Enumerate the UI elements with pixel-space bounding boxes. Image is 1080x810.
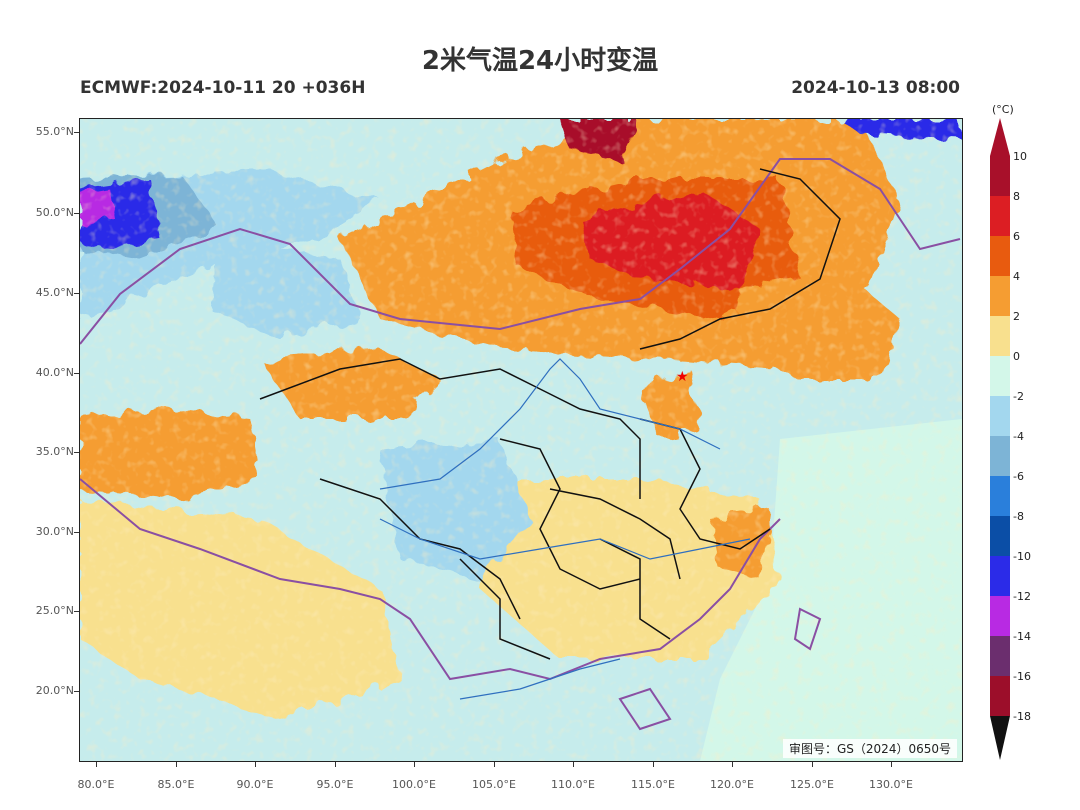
colorbar-bin xyxy=(990,436,1010,476)
lat-label: 40.0°N xyxy=(35,366,74,379)
lon-tick xyxy=(414,761,415,767)
lon-label: 125.0°E xyxy=(790,778,834,791)
lat-tick xyxy=(74,452,79,453)
lon-tick xyxy=(96,761,97,767)
colorbar-bin xyxy=(990,516,1010,556)
colorbar-bin xyxy=(990,356,1010,396)
capital-star-icon: ★ xyxy=(676,369,689,385)
colorbar-bin xyxy=(990,236,1010,276)
lon-tick xyxy=(176,761,177,767)
lon-label: 130.0°E xyxy=(869,778,913,791)
lon-tick xyxy=(812,761,813,767)
colorbar-bottom-cap xyxy=(990,716,1010,760)
colorbar-label: -6 xyxy=(1013,470,1024,483)
lat-tick xyxy=(74,373,79,374)
lat-label: 55.0°N xyxy=(35,125,74,138)
colorbar-label: 0 xyxy=(1013,350,1020,363)
province-border xyxy=(259,168,841,660)
lon-tick xyxy=(732,761,733,767)
colorbar-bin xyxy=(990,636,1010,676)
colorbar-label: 10 xyxy=(1013,150,1027,163)
lat-tick xyxy=(74,132,79,133)
lon-label: 105.0°E xyxy=(472,778,516,791)
lon-label: 110.0°E xyxy=(551,778,595,791)
colorbar-label: -8 xyxy=(1013,510,1024,523)
lat-label: 20.0°N xyxy=(35,684,74,697)
colorbar-top-cap xyxy=(990,118,1010,156)
lon-label: 115.0°E xyxy=(631,778,675,791)
lat-tick xyxy=(74,691,79,692)
colorbar-bin xyxy=(990,676,1010,716)
map-title: 2米气温24小时变温 xyxy=(421,46,659,76)
lon-label: 80.0°E xyxy=(77,778,115,791)
colorbar-bin xyxy=(990,196,1010,236)
lon-tick xyxy=(891,761,892,767)
lon-label: 100.0°E xyxy=(392,778,436,791)
lat-label: 45.0°N xyxy=(35,286,74,299)
model-run-label: ECMWF:2024-10-11 20 +036H xyxy=(80,78,366,98)
colorbar-bin xyxy=(990,596,1010,636)
colorbar-label: 4 xyxy=(1013,270,1020,283)
lat-label: 50.0°N xyxy=(35,206,74,219)
colorbar-unit: (°C) xyxy=(992,103,1014,116)
lat-tick xyxy=(74,213,79,214)
lat-tick xyxy=(74,532,79,533)
lon-tick xyxy=(255,761,256,767)
colorbar-bin xyxy=(990,556,1010,596)
lat-tick xyxy=(74,293,79,294)
lon-label: 85.0°E xyxy=(157,778,195,791)
colorbar xyxy=(990,118,1010,760)
lat-label: 25.0°N xyxy=(35,604,74,617)
colorbar-label: -4 xyxy=(1013,430,1024,443)
colorbar-label: -18 xyxy=(1013,710,1031,723)
temperature-change-map[interactable]: ★ 审图号：GS（2024）0650号 xyxy=(79,118,963,762)
map-canvas: ★ xyxy=(80,119,962,761)
lon-label: 90.0°E xyxy=(236,778,274,791)
colorbar-label: 2 xyxy=(1013,310,1020,323)
colorbar-label: -16 xyxy=(1013,670,1031,683)
river xyxy=(379,358,751,700)
colorbar-label: -14 xyxy=(1013,630,1031,643)
colorbar-bin xyxy=(990,476,1010,516)
lon-tick xyxy=(335,761,336,767)
colorbar-bin xyxy=(990,396,1010,436)
lon-tick xyxy=(494,761,495,767)
lon-label: 120.0°E xyxy=(710,778,754,791)
colorbar-label: 8 xyxy=(1013,190,1020,203)
lat-label: 30.0°N xyxy=(35,525,74,538)
speckle-overlay xyxy=(80,119,962,761)
colorbar-label: -2 xyxy=(1013,390,1024,403)
approval-number: 审图号：GS（2024）0650号 xyxy=(783,739,957,758)
national-border xyxy=(80,158,961,731)
colorbar-bin xyxy=(990,316,1010,356)
lon-tick xyxy=(653,761,654,767)
lat-label: 35.0°N xyxy=(35,445,74,458)
lon-label: 95.0°E xyxy=(316,778,354,791)
colorbar-bin xyxy=(990,276,1010,316)
lat-tick xyxy=(74,611,79,612)
colorbar-bin xyxy=(990,156,1010,196)
colorbar-label: -10 xyxy=(1013,550,1031,563)
valid-time-label: 2024-10-13 08:00 xyxy=(791,78,960,98)
colorbar-label: 6 xyxy=(1013,230,1020,243)
lon-tick xyxy=(573,761,574,767)
colorbar-label: -12 xyxy=(1013,590,1031,603)
